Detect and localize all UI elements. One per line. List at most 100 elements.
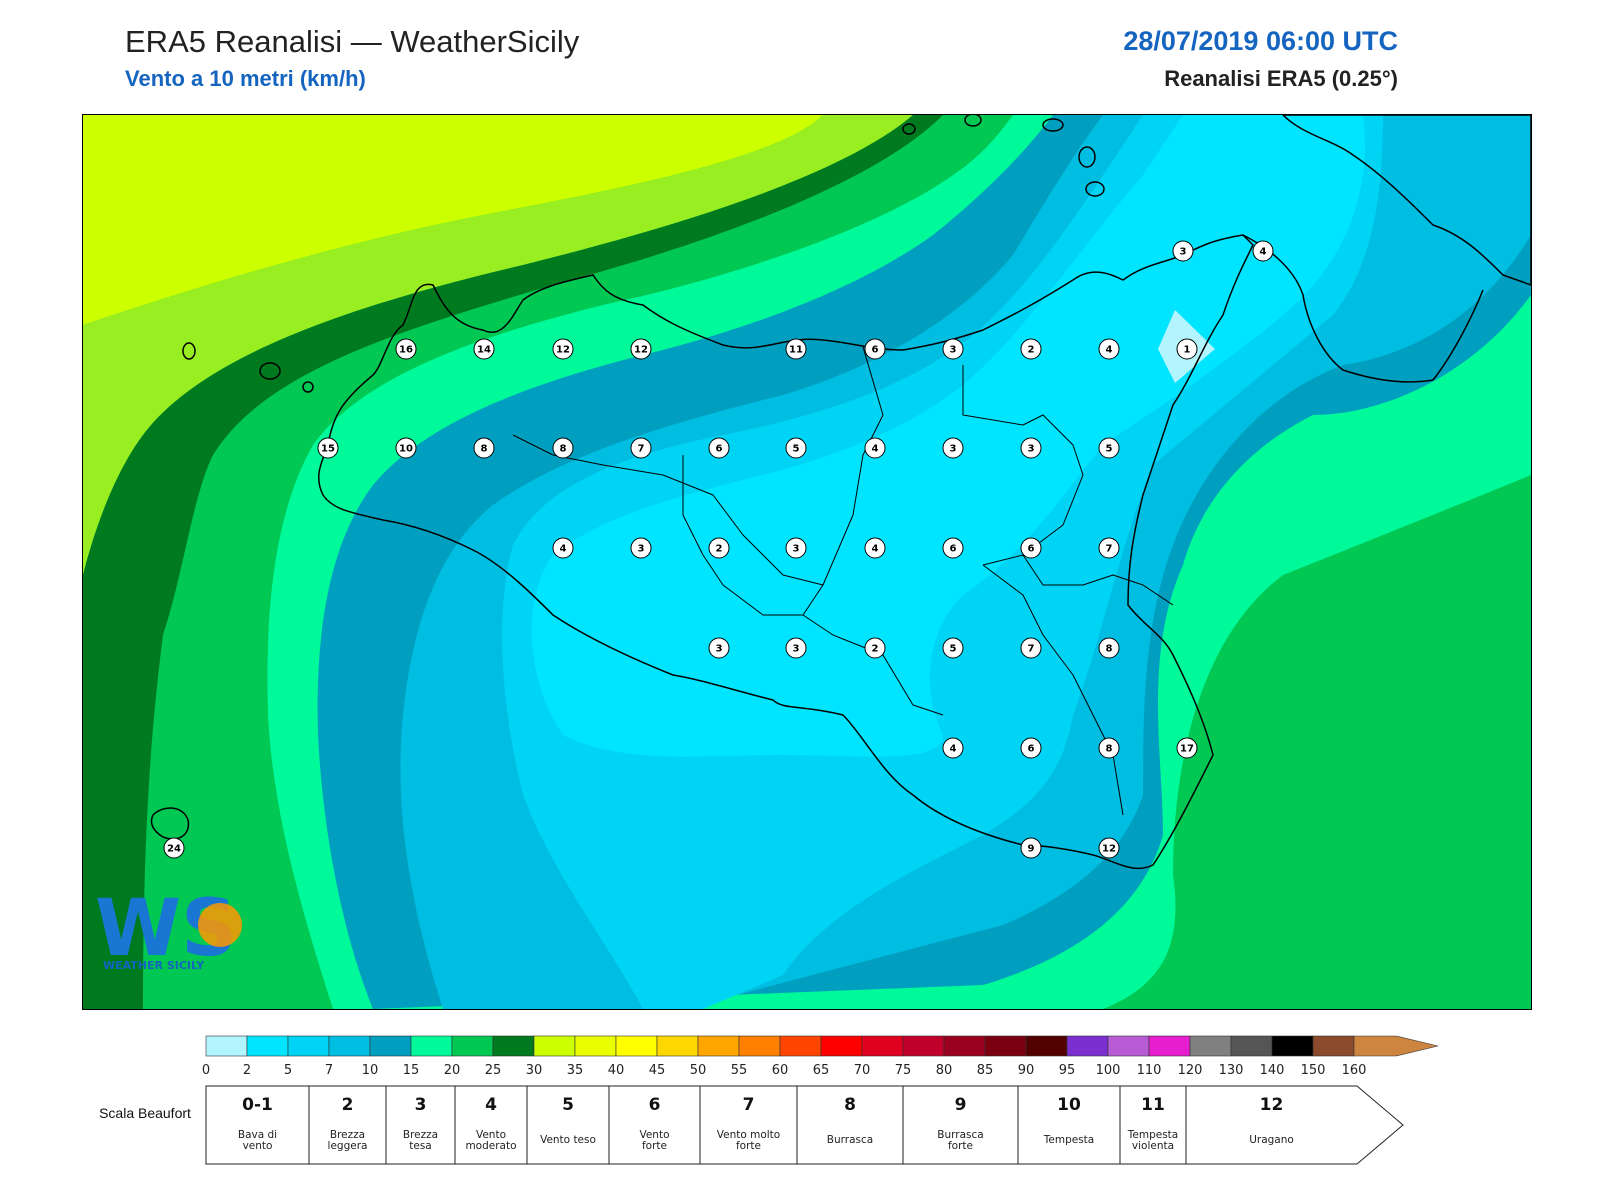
beaufort-box [385, 1085, 456, 1165]
station-value: 3 [793, 644, 800, 655]
station-circle [1020, 437, 1042, 459]
station-value: 2 [1028, 345, 1035, 356]
beaufort-description: forte [948, 1140, 973, 1152]
beaufort-description: Burrasca [937, 1129, 983, 1141]
station-value: 7 [1028, 644, 1035, 655]
colorbar-tick-label: 70 [854, 1063, 871, 1078]
station-value: 1 [1184, 345, 1191, 356]
station-value: 8 [1106, 644, 1113, 655]
wind-map-canvas: 3 416 14 12 12 11 6 3 2 4 115 10 8 8 7 6 5 4 3 3 54 3 2 3 4 6 6 73 3… [83, 115, 1531, 1009]
internal-borders [512, 346, 1174, 816]
weathersicily-logo: WS WEATHER SICILY [95, 884, 242, 974]
station-value: 3 [638, 544, 645, 555]
colorbar-tick-label: 130 [1219, 1063, 1244, 1078]
colorbar-tick-label: 95 [1059, 1063, 1076, 1078]
wind-stations: 3 416 14 12 12 11 6 3 2 4 115 10 8 8 7 6 5 4 3 3 54 3 2 3 4 6 6 73 3… [163, 240, 1274, 859]
station-value: 12 [1102, 844, 1116, 855]
page-subtitle: Vento a 10 metri (km/h) [125, 66, 366, 91]
legend-colorbar: 0 2 5 7 10 15 20 25 30 35 40 45 50 55 60 65 70 75 80 85 90 95… [202, 1035, 1439, 1165]
colorbar-tick-label: 15 [403, 1063, 420, 1078]
wind-station-marker: 2 [864, 637, 886, 659]
colorbar-cell [410, 1035, 453, 1057]
pantelleria-island [150, 807, 190, 840]
colorbar-cell [1189, 1035, 1232, 1057]
beaufort-box [1185, 1085, 1404, 1165]
station-circle [942, 737, 964, 759]
beaufort-description: Brezza [403, 1129, 438, 1141]
wind-station-marker: 3 [942, 338, 964, 360]
station-circle [1020, 737, 1042, 759]
wind-station-marker: 6 [1020, 537, 1042, 559]
station-value: 4 [872, 544, 879, 555]
station-value: 4 [950, 744, 957, 755]
station-circle [708, 537, 730, 559]
station-value: 15 [321, 444, 335, 455]
colorbar-cell [574, 1035, 617, 1057]
wind-station-marker: 3 [708, 637, 730, 659]
colorbar-cell [1148, 1035, 1191, 1057]
wind-station-marker: 3 [942, 437, 964, 459]
colorbar-cell [779, 1035, 822, 1057]
colorbar-cell [1025, 1035, 1068, 1057]
wind-station-marker: 3 [785, 637, 807, 659]
colorbar-tick-label: 5 [284, 1063, 292, 1078]
colorbar-cell [1230, 1035, 1273, 1057]
station-circle [785, 437, 807, 459]
wind-station-marker: 8 [1098, 637, 1120, 659]
beaufort-description: leggera [328, 1140, 368, 1152]
station-circle [552, 437, 574, 459]
station-value: 3 [950, 444, 957, 455]
station-circle [708, 437, 730, 459]
beaufort-box [526, 1085, 610, 1165]
wind-field-brightcyan [531, 115, 1365, 757]
beaufort-description: vento [243, 1140, 273, 1152]
colorbar-cells [205, 1035, 1439, 1057]
station-circle [395, 437, 417, 459]
station-value: 6 [716, 444, 723, 455]
station-circle [1252, 240, 1274, 262]
wind-station-marker: 2 [1020, 338, 1042, 360]
colorbar-tick-label: 35 [567, 1063, 584, 1078]
station-value: 3 [793, 544, 800, 555]
station-circle [942, 338, 964, 360]
station-circle [1176, 737, 1198, 759]
wind-station-marker: 1 [1176, 338, 1198, 360]
station-value: 3 [1180, 247, 1187, 258]
colorbar-tick-label: 20 [444, 1063, 461, 1078]
colorbar-cell [1271, 1035, 1314, 1057]
wind-station-marker: 7 [1098, 537, 1120, 559]
wind-station-marker: 6 [1020, 737, 1042, 759]
colorbar-tick-label: 80 [936, 1063, 953, 1078]
beaufort-number: 5 [562, 1095, 574, 1115]
aeolian-islands [902, 115, 1105, 197]
station-value: 8 [481, 444, 488, 455]
beaufort-number: 11 [1141, 1095, 1165, 1115]
colorbar-tick-label: 90 [1018, 1063, 1035, 1078]
station-circle [552, 338, 574, 360]
colorbar-tick-label: 65 [813, 1063, 830, 1078]
wind-station-marker: 7 [630, 437, 652, 459]
wind-station-marker: 11 [785, 338, 807, 360]
station-circle [1098, 737, 1120, 759]
station-circle [317, 437, 339, 459]
station-value: 6 [1028, 744, 1035, 755]
station-value: 6 [950, 544, 957, 555]
wind-station-marker: 8 [473, 437, 495, 459]
station-value: 5 [1106, 444, 1113, 455]
wind-map[interactable]: 3 4 16 14 12 12 11 6 3 2 4 1 15 10 8 8 7 6 5 4 3 3 5 4 3 2 3 4 6 6 7 3 3… [82, 114, 1532, 1010]
station-value: 11 [789, 345, 803, 356]
wind-station-marker: 6 [942, 537, 964, 559]
station-circle [864, 537, 886, 559]
station-value: 8 [560, 444, 567, 455]
beaufort-description: forte [642, 1140, 667, 1152]
station-circle [163, 837, 185, 859]
wind-station-marker: 9 [1020, 837, 1042, 859]
station-circle [785, 537, 807, 559]
colorbar-cell [738, 1035, 781, 1057]
wind-station-marker: 4 [864, 537, 886, 559]
station-value: 16 [399, 345, 413, 356]
station-circle [473, 338, 495, 360]
